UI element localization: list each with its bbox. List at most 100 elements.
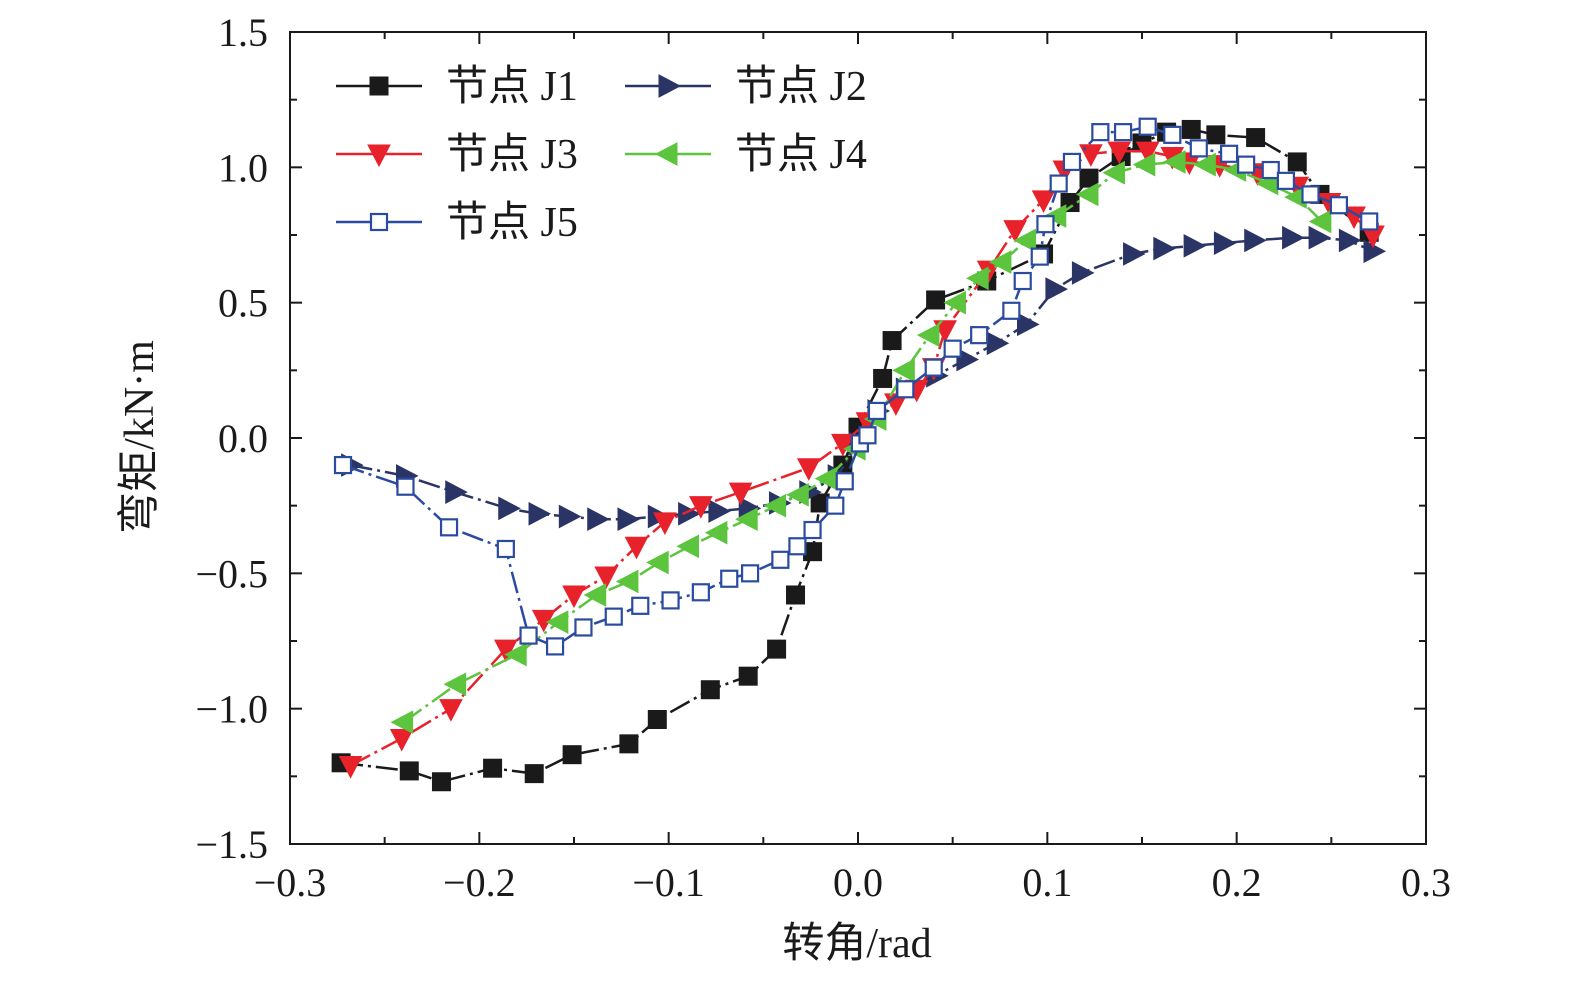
data-point [1276,171,1295,190]
data-point [562,585,586,609]
data-point [884,393,908,416]
data-point [1193,152,1216,177]
data-point [926,290,946,310]
legend-label: 节点 J3 [446,132,578,178]
data-point [1153,236,1176,261]
data-point [624,536,649,560]
data-point [700,680,720,700]
data-point [788,537,807,556]
data-point [574,618,593,637]
data-point [678,501,701,526]
data-point [445,480,468,504]
data-point [1301,185,1320,204]
data-point [1244,228,1267,253]
data-point [738,666,758,686]
y-tick-label: −1.5 [195,822,268,867]
data-point [646,550,669,575]
data-point [1079,168,1099,188]
data-point [1135,141,1160,165]
data-point [1132,152,1156,177]
data-point [399,761,419,781]
data-point [1003,220,1027,243]
legend: 节点 J1 节点 J2 节点 J3 节点 J4 节点 J5 [336,64,867,246]
data-point [689,496,713,519]
x-tick-label: 0.1 [1022,860,1072,905]
data-point [1043,204,1067,228]
data-point [771,550,790,569]
data-point [933,320,957,343]
data-point [704,520,728,545]
data-point [943,290,966,315]
data-point [1031,190,1056,213]
data-point [1329,196,1349,215]
data-point [1075,182,1099,207]
data-point [786,585,806,605]
x-tick-label: −0.2 [443,860,516,905]
data-point [728,482,753,506]
data-point [1030,247,1049,266]
data-point [1036,215,1055,234]
data-point [443,672,467,697]
data-point [1219,144,1239,163]
y-axis-title: 弯矩/kN·m [116,340,163,534]
data-point [498,496,521,521]
data-point [1189,139,1208,158]
data-point [333,455,353,475]
data-point [835,472,854,491]
legend-entry: 节点 J1 [336,64,578,110]
x-tick-label: 0.2 [1212,860,1262,905]
legend-entry: 节点 J4 [625,132,867,178]
data-point [1071,261,1095,285]
data-point [831,433,855,457]
data-point [882,331,902,351]
data-point [439,518,459,537]
legend-entry: 节点 J2 [625,64,867,110]
series-5 [333,117,1379,656]
axis-ticks [289,31,1427,845]
data-point [858,426,877,445]
data-point [1181,119,1201,139]
data-point [676,534,699,559]
legend-label: 节点 J5 [446,200,578,246]
data-point [604,607,623,626]
data-point [519,626,538,645]
data-point [691,583,710,602]
data-point [1261,160,1280,180]
data-point [389,728,414,752]
data-point [558,504,582,529]
data-point [892,358,915,383]
data-point [867,401,887,421]
data-point [661,591,680,610]
data-point [1183,234,1207,258]
x-tick-label: 0.3 [1401,860,1451,905]
legend-entry: 节点 J3 [336,132,578,178]
data-point [1287,152,1307,172]
data-point [924,358,943,377]
data-point [1360,212,1379,231]
data-point [1213,231,1237,255]
data-point [545,637,565,656]
series-2 [341,225,1387,532]
data-point [594,566,619,590]
data-point [390,710,414,735]
data-point [1045,277,1068,301]
data-point [504,642,527,667]
data-point [988,250,1012,274]
data-point [1107,141,1132,165]
data-point [986,331,1010,356]
x-axis-title: 转角/rad [782,921,931,967]
x-tick-label: 0.0 [833,860,883,905]
series-layer [331,117,1387,792]
data-point [483,758,503,778]
data-point [1206,125,1226,145]
data-point [970,326,989,345]
legend-label: 节点 J4 [735,132,867,178]
data-point [1123,242,1146,266]
data-point [943,339,962,358]
data-point [763,493,787,518]
data-point [1002,301,1021,320]
data-point [528,501,552,526]
data-point [1308,209,1332,234]
data-point [1308,225,1332,250]
